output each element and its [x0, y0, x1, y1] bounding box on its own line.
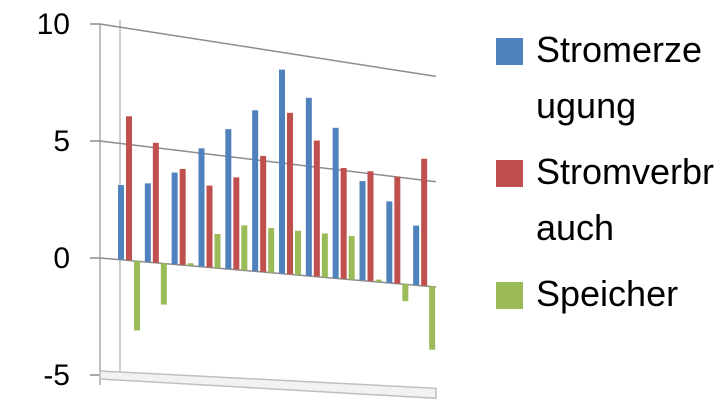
- chart-floor: [99, 370, 437, 400]
- bar-stromverbrauch-7: [287, 112, 293, 275]
- bar-stromerzeugung-6: [252, 110, 259, 272]
- y-tick-label-2: 0: [53, 242, 70, 275]
- bar-stromerzeugung-1: [118, 185, 124, 260]
- bar-speicher-9: [348, 236, 355, 280]
- bar-speicher-3: [187, 263, 194, 266]
- bar-stromerzeugung-3: [171, 172, 178, 265]
- bar-stromerzeugung-11: [386, 201, 393, 283]
- gridline-2: [99, 257, 437, 288]
- legend-swatch-stromverbrauch: [496, 160, 523, 187]
- legend-item-stromverbrauch: Stromverbrauch: [496, 144, 722, 256]
- legend-label-stromerzeugung: Stromerzeugung: [536, 29, 703, 126]
- legend-swatch-stromerzeugung: [496, 38, 523, 65]
- bar-speicher-4: [214, 233, 221, 268]
- bar-stromverbrauch-12: [421, 158, 428, 286]
- gridline-0: [99, 23, 437, 78]
- bar-speicher-2: [160, 263, 167, 305]
- bar-stromverbrauch-11: [394, 176, 401, 284]
- bar-stromerzeugung-5: [225, 129, 232, 269]
- bar-stromverbrauch-2: [152, 142, 159, 263]
- legend-swatch-speicher: [496, 282, 523, 309]
- bar-stromverbrauch-5: [233, 177, 240, 270]
- bar-stromverbrauch-1: [126, 116, 132, 261]
- bar-stromerzeugung-10: [359, 181, 366, 281]
- bar-stromverbrauch-9: [340, 167, 347, 279]
- bar-speicher-5: [241, 225, 248, 271]
- bar-stromerzeugung-2: [144, 183, 151, 262]
- bar-speicher-7: [295, 230, 301, 275]
- gridline-1: [99, 140, 437, 183]
- bar-speicher-8: [321, 233, 328, 278]
- bar-speicher-11: [402, 284, 409, 302]
- bar-speicher-6: [268, 228, 275, 273]
- legend-label-stromverbrauch: Stromverbrauch: [536, 151, 715, 248]
- legend-item-stromerzeugung: Stromerzeugung: [496, 22, 722, 134]
- y-tick-label-0: 10: [37, 8, 70, 41]
- bar-stromverbrauch-10: [367, 171, 374, 282]
- bar-stromverbrauch-3: [179, 168, 186, 265]
- legend: Stromerzeugung Stromverbrauch Speicher: [496, 22, 722, 322]
- legend-item-speicher: Speicher: [496, 266, 722, 322]
- legend-label-speicher: Speicher: [536, 273, 679, 314]
- bar-stromerzeugung-9: [332, 127, 339, 279]
- bar-stromverbrauch-4: [206, 185, 213, 268]
- y-tick-label-1: 5: [53, 125, 70, 158]
- bar-speicher-12: [429, 286, 436, 350]
- bar-stromerzeugung-7: [279, 69, 285, 274]
- bar-speicher-1: [134, 260, 140, 331]
- y-tick-label-3: -5: [43, 359, 70, 392]
- bar-stromverbrauch-8: [313, 140, 320, 277]
- bar-stromerzeugung-4: [198, 148, 205, 267]
- bar-stromerzeugung-8: [305, 97, 312, 276]
- bar-stromerzeugung-12: [413, 225, 420, 286]
- bar-stromverbrauch-6: [260, 155, 267, 272]
- bar-speicher-10: [375, 279, 382, 282]
